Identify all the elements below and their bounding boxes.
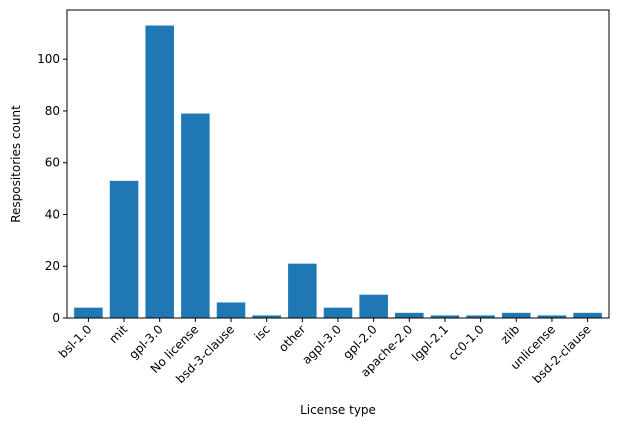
bar-bsd-2-clause: [573, 312, 602, 318]
bar-mit: [109, 180, 139, 318]
bar-gpl-2-0: [359, 294, 388, 318]
plot-frame: [66, 9, 610, 319]
x-tick-label: cc0-1.0: [446, 322, 487, 363]
x-tick-label: other: [276, 322, 309, 355]
bar-agpl-3-0: [323, 307, 353, 318]
bar-bsd-3-clause: [216, 302, 246, 318]
bar-lgpl-2-1: [430, 315, 460, 318]
y-tick-label: 20: [45, 259, 60, 273]
bar-unlicense: [537, 315, 567, 318]
x-tick-label: agpl-3.0: [299, 322, 344, 367]
x-tick-label: bsl-1.0: [56, 322, 95, 361]
bar-gpl-3-0: [145, 25, 174, 318]
y-tick-label: 0: [52, 311, 60, 325]
bars-layer: [74, 25, 602, 318]
y-tick-label: 80: [45, 104, 60, 118]
y-tick-label: 60: [45, 156, 60, 170]
x-tick-label: mit: [106, 322, 130, 346]
x-tick-label: isc: [251, 322, 272, 343]
bar-bsl-1-0: [74, 307, 103, 318]
x-tick-label: lgpl-2.1: [409, 322, 451, 364]
bar-cc0-1-0: [466, 315, 495, 318]
bar-apache-2-0: [395, 312, 424, 318]
bar-no-license: [181, 113, 210, 318]
bar-isc: [252, 315, 281, 318]
bar-other: [288, 263, 317, 318]
x-tick-label: zlib: [498, 322, 522, 346]
x-axis-label: License type: [300, 403, 376, 417]
y-tick-label: 100: [37, 52, 60, 66]
y-tick-label: 40: [45, 207, 60, 221]
y-axis-label: Respositories count: [9, 105, 23, 223]
bar-zlib: [502, 312, 531, 318]
y-axis-ticks: 0 20 40 60 80 100: [37, 52, 67, 325]
